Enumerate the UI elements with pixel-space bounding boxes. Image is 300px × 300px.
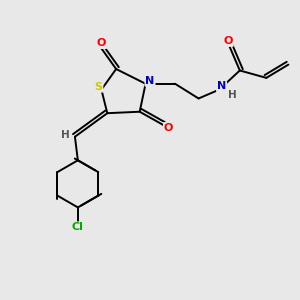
- Text: S: S: [94, 82, 103, 92]
- Text: Cl: Cl: [72, 222, 84, 233]
- Text: H: H: [228, 90, 237, 100]
- Text: N: N: [146, 76, 154, 86]
- Text: O: O: [97, 38, 106, 48]
- Text: O: O: [223, 36, 233, 46]
- Text: H: H: [61, 130, 70, 140]
- Text: N: N: [217, 81, 226, 91]
- Text: O: O: [164, 123, 173, 133]
